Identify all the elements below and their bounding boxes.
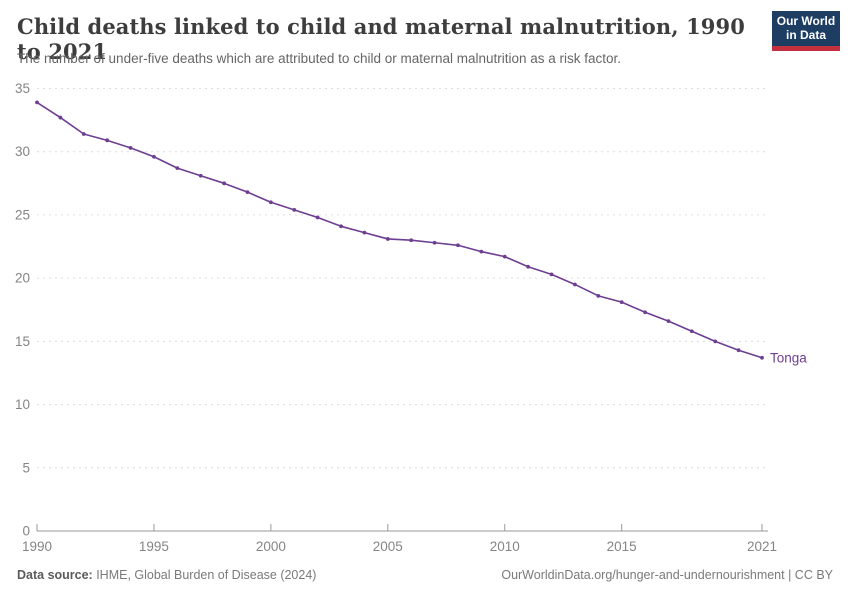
x-axis-tick-label: 2005 bbox=[373, 539, 403, 554]
data-point[interactable] bbox=[292, 207, 297, 212]
data-point[interactable] bbox=[35, 100, 39, 105]
data-point[interactable] bbox=[339, 224, 343, 229]
data-point[interactable] bbox=[128, 146, 133, 150]
data-point[interactable] bbox=[479, 249, 484, 254]
data-point[interactable] bbox=[432, 240, 437, 245]
y-axis-tick-label: 35 bbox=[15, 81, 30, 96]
series-entity-label[interactable]: Tonga bbox=[770, 350, 807, 365]
data-point[interactable] bbox=[152, 154, 156, 159]
data-source-note: Data source: IHME, Global Burden of Dise… bbox=[17, 568, 317, 582]
x-axis-tick-label: 2000 bbox=[256, 539, 286, 554]
chart-title: Child deaths linked to child and materna… bbox=[17, 14, 745, 64]
data-point[interactable] bbox=[549, 272, 554, 277]
data-point[interactable] bbox=[81, 132, 86, 136]
x-axis-tick-label: 2010 bbox=[490, 539, 520, 554]
data-point[interactable] bbox=[643, 310, 647, 315]
data-point[interactable] bbox=[689, 329, 694, 334]
data-point[interactable] bbox=[222, 181, 226, 186]
data-point[interactable] bbox=[58, 115, 63, 120]
data-point[interactable] bbox=[596, 293, 601, 298]
data-point[interactable] bbox=[362, 230, 367, 235]
chart-subtitle: The number of under-five deaths which ar… bbox=[17, 51, 622, 66]
data-point[interactable] bbox=[573, 282, 577, 287]
y-axis-tick-label: 25 bbox=[15, 207, 30, 222]
data-point[interactable] bbox=[456, 243, 460, 248]
owid-logo-text: Our World in Data bbox=[772, 11, 840, 46]
data-point[interactable] bbox=[268, 200, 273, 205]
owid-logo[interactable]: Our World in Data bbox=[772, 11, 840, 51]
data-point[interactable] bbox=[409, 238, 414, 243]
y-axis-tick-label: 5 bbox=[22, 460, 30, 475]
x-axis-tick-label: 2015 bbox=[607, 539, 637, 554]
data-point[interactable] bbox=[526, 264, 531, 269]
data-point[interactable] bbox=[502, 254, 507, 259]
y-axis-tick-label: 10 bbox=[15, 397, 30, 412]
series-line-tonga[interactable] bbox=[36, 101, 763, 359]
data-point[interactable] bbox=[385, 237, 390, 241]
x-axis-tick-label: 1995 bbox=[139, 539, 169, 554]
data-point[interactable] bbox=[713, 339, 718, 344]
data-point[interactable] bbox=[245, 190, 250, 195]
data-point[interactable] bbox=[105, 138, 110, 143]
owid-logo-accent-bar bbox=[772, 46, 840, 51]
data-point[interactable] bbox=[315, 215, 320, 220]
y-axis-tick-label: 0 bbox=[22, 524, 30, 539]
y-axis-tick-label: 30 bbox=[15, 144, 30, 159]
data-point[interactable] bbox=[760, 355, 764, 360]
owid-url-license: OurWorldinData.org/hunger-and-undernouri… bbox=[501, 568, 833, 582]
x-axis-tick-label: 1990 bbox=[22, 539, 52, 554]
chart-footer: Data source: IHME, Global Burden of Dise… bbox=[17, 568, 833, 582]
x-axis-tick-label: 2021 bbox=[747, 539, 777, 554]
y-axis-tick-label: 20 bbox=[15, 271, 30, 286]
data-point[interactable] bbox=[666, 319, 671, 324]
data-point[interactable] bbox=[175, 166, 180, 171]
data-source-label: Data source: bbox=[17, 568, 93, 582]
data-point[interactable] bbox=[736, 348, 741, 353]
data-point[interactable] bbox=[198, 173, 203, 178]
y-axis-tick-label: 15 bbox=[15, 334, 30, 349]
data-point[interactable] bbox=[619, 300, 624, 305]
